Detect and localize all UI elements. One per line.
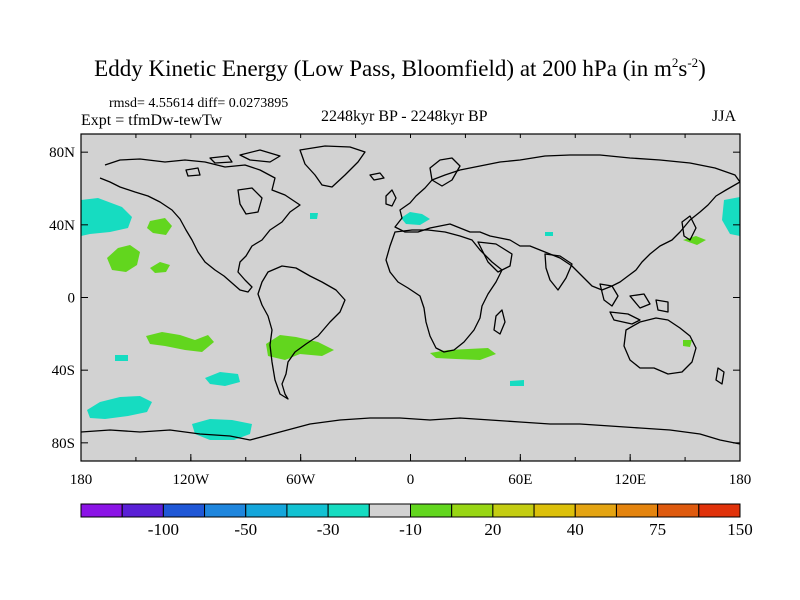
colorbar-swatch xyxy=(533,503,576,518)
anomaly-southern-ocean-1 xyxy=(87,396,152,419)
lon-tick-label: 120E xyxy=(614,472,646,488)
lat-tick-label: 0 xyxy=(68,291,76,307)
colorbar-label: -100 xyxy=(148,520,179,539)
map-background xyxy=(81,134,740,461)
colorbar-swatch xyxy=(80,503,123,518)
anomaly-subtropical-pacific-2 xyxy=(150,262,170,273)
colorbar-swatch xyxy=(121,503,164,518)
coastline-eurasia xyxy=(394,154,740,291)
chart-title: Eddy Kinetic Energy (Low Pass, Bloomfiel… xyxy=(94,55,706,81)
colorbar-label: 150 xyxy=(727,520,753,539)
anomaly-central-south-pacific xyxy=(146,332,214,352)
coastline-greenland xyxy=(299,145,366,188)
anomaly-northeast-pacific xyxy=(722,197,740,236)
axis-labels: 180 120W 60W 0 60E 120E 180 80N 40N 0 40S 80S xyxy=(49,145,751,488)
anomaly-north-pacific-east xyxy=(147,218,172,235)
coastline-north-america xyxy=(99,158,301,293)
colorbar-swatch xyxy=(657,503,700,518)
anomaly-north-pacific-small xyxy=(683,236,706,245)
colorbar-label: 75 xyxy=(649,520,666,539)
anomaly-indian-ocean-small xyxy=(510,380,524,386)
anomaly-southern-ocean-small xyxy=(545,232,553,236)
colorbar-swatch xyxy=(615,503,659,518)
anomaly-field xyxy=(81,197,740,440)
lon-tick-label: 120W xyxy=(172,472,210,488)
colorbar-labels: -100 -50 -30 -10 20 40 75 150 xyxy=(148,520,753,539)
coastlines xyxy=(81,145,740,445)
colorbar-swatch xyxy=(162,503,206,518)
colorbar xyxy=(80,503,741,518)
anomaly-subtropical-pacific-1 xyxy=(107,245,140,272)
experiment-label: Expt = tfmDw-tewTw xyxy=(81,112,223,129)
coastline-africa xyxy=(385,229,503,353)
season-label: JJA xyxy=(712,108,737,125)
colorbar-label: 40 xyxy=(567,520,584,539)
colorbar-swatch xyxy=(574,503,617,518)
colorbar-swatch xyxy=(327,503,370,518)
lon-tick-label: 0 xyxy=(407,472,415,488)
lat-tick-label: 40N xyxy=(49,218,75,234)
anomaly-north-pacific-west xyxy=(81,198,132,236)
lat-tick-label: 40S xyxy=(52,363,75,379)
axis-ticks xyxy=(80,134,741,461)
colorbar-swatch xyxy=(698,503,741,518)
colorbar-label: 20 xyxy=(484,520,501,539)
colorbar-swatch xyxy=(245,503,288,518)
coastline-australia xyxy=(623,317,697,375)
colorbar-swatch xyxy=(368,503,411,518)
colorbar-label: -50 xyxy=(234,520,257,539)
colorbar-swatch xyxy=(410,503,453,518)
colorbar-swatch xyxy=(451,503,494,518)
anomaly-south-pacific-small xyxy=(115,355,128,361)
lat-tick-label: 80N xyxy=(49,145,75,161)
anomaly-south-atlantic-west xyxy=(266,335,334,360)
lon-tick-label: 60W xyxy=(286,472,316,488)
coastline-antarctica xyxy=(81,417,740,445)
anomaly-south-pacific-mid xyxy=(205,372,240,386)
lon-tick-label: 60E xyxy=(508,472,532,488)
rmsd-diff-stats: rmsd= 4.55614 diff= 0.0273895 xyxy=(109,96,289,111)
coastline-south-america xyxy=(257,265,346,400)
colorbar-label: -10 xyxy=(399,520,422,539)
anomaly-atlantic-small xyxy=(310,213,318,219)
colorbar-swatch xyxy=(492,503,535,518)
period-label: 2248kyr BP - 2248kyr BP xyxy=(321,108,488,125)
colorbar-swatch xyxy=(204,503,247,518)
lon-tick-label: 180 xyxy=(729,472,752,488)
lon-tick-label: 180 xyxy=(70,472,93,488)
colorbar-label: -30 xyxy=(317,520,340,539)
anomaly-australia-small xyxy=(683,340,692,347)
colorbar-swatch xyxy=(286,503,329,518)
lat-tick-label: 80S xyxy=(52,436,75,452)
anomaly-mediterranean xyxy=(401,212,430,225)
